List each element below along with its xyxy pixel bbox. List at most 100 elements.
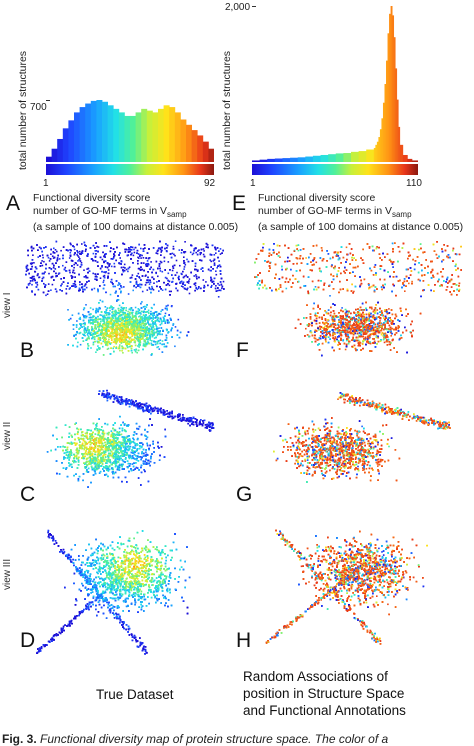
scatter-point <box>118 254 120 256</box>
scatter-point <box>160 324 162 326</box>
scatter-point <box>87 255 89 257</box>
scatter-point <box>197 254 199 256</box>
scatter-point <box>32 254 34 256</box>
scatter-point <box>165 339 167 341</box>
caption-a-line1: Functional diversity score <box>33 192 238 205</box>
scatter-point <box>141 262 143 264</box>
scatter-point <box>143 333 145 335</box>
scatter-point <box>142 349 144 351</box>
scatter-point <box>128 268 130 270</box>
scatter-point <box>103 324 105 326</box>
scatter-point <box>95 320 97 322</box>
scatter-point <box>69 249 71 251</box>
scatter-point <box>195 274 197 276</box>
scatter-point <box>123 286 125 288</box>
scatter-point <box>88 268 90 270</box>
scatter-point <box>155 317 157 319</box>
scatter-point <box>210 270 212 272</box>
scatter-point <box>129 332 131 334</box>
scatter-point <box>166 284 168 286</box>
histogram-a-bar <box>147 111 153 162</box>
scatter-point <box>137 320 139 322</box>
scatter-point <box>186 289 188 291</box>
scatter-point <box>76 254 78 256</box>
scatter-point <box>95 260 97 262</box>
scatter-point <box>203 290 205 292</box>
scatter-point <box>132 262 134 264</box>
scatter-point <box>55 288 57 290</box>
scatter-point <box>38 289 40 291</box>
scatter-point <box>178 276 180 278</box>
scatter-point <box>183 277 185 279</box>
histogram-a-bar <box>68 120 74 162</box>
scatter-point <box>84 242 86 244</box>
scatter-point <box>149 280 151 282</box>
scatter-point <box>200 252 202 254</box>
colorbar-e <box>252 164 418 175</box>
scatter-point <box>124 317 126 319</box>
scatter-point <box>151 307 153 309</box>
scatter-point <box>195 263 197 265</box>
scatter-point <box>210 286 212 288</box>
scatter-point <box>120 321 122 323</box>
scatter-point <box>138 330 140 332</box>
scatter-point <box>184 241 186 243</box>
scatter-point <box>222 286 224 288</box>
scatter-point <box>135 321 137 323</box>
scatter-point <box>76 331 78 333</box>
scatter-point <box>77 252 79 254</box>
scatter-point <box>131 326 133 328</box>
scatter-point <box>164 257 166 259</box>
scatter-point <box>66 288 68 290</box>
scatter-point <box>165 277 167 279</box>
scatter-point <box>213 283 215 285</box>
scatter-point <box>207 285 209 287</box>
scatter-point <box>101 325 103 327</box>
scatter-point <box>145 275 147 277</box>
scatter-point <box>148 310 150 312</box>
scatter-point <box>123 310 125 312</box>
scatter-point <box>129 312 131 314</box>
scatter-point <box>138 244 140 246</box>
scatter-point <box>148 319 150 321</box>
scatter-point <box>216 274 218 276</box>
scatter-point <box>73 270 75 272</box>
scatter-point <box>119 288 121 290</box>
scatter-point <box>168 314 170 316</box>
scatter-point <box>72 272 74 274</box>
scatter-point <box>110 251 112 253</box>
scatter-point <box>105 271 107 273</box>
scatter-point <box>187 288 189 290</box>
scatter-point <box>129 249 131 251</box>
scatter-point <box>198 286 200 288</box>
scatter-point <box>174 346 176 348</box>
scatter-point <box>160 339 162 341</box>
scatter-point <box>202 270 204 272</box>
scatter-point <box>96 246 98 248</box>
scatter-point <box>200 254 202 256</box>
scatter-point <box>150 324 152 326</box>
scatter-point <box>125 348 127 350</box>
scatter-point <box>179 249 181 251</box>
scatter-point <box>156 328 158 330</box>
scatter-point <box>105 260 107 262</box>
scatter-point <box>37 284 39 286</box>
scatter-point <box>95 253 97 255</box>
scatter-point <box>98 309 100 311</box>
histogram-a-bar <box>175 112 181 162</box>
scatter-point <box>113 253 115 255</box>
scatter-point <box>61 283 63 285</box>
scatter-point <box>83 320 85 322</box>
scatter-point <box>74 249 76 251</box>
scatter-point <box>68 319 70 321</box>
scatter-point <box>219 284 221 286</box>
caption-a-line3: (a sample of 100 domains at distance 0.0… <box>33 221 238 234</box>
scatter-point <box>166 309 168 311</box>
scatter-point <box>43 292 45 294</box>
scatter-point <box>141 311 143 313</box>
scatter-point <box>41 251 43 253</box>
scatter-point <box>138 273 140 275</box>
scatter-point <box>29 283 31 285</box>
scatter-point <box>104 277 106 279</box>
scatter-point <box>218 260 220 262</box>
